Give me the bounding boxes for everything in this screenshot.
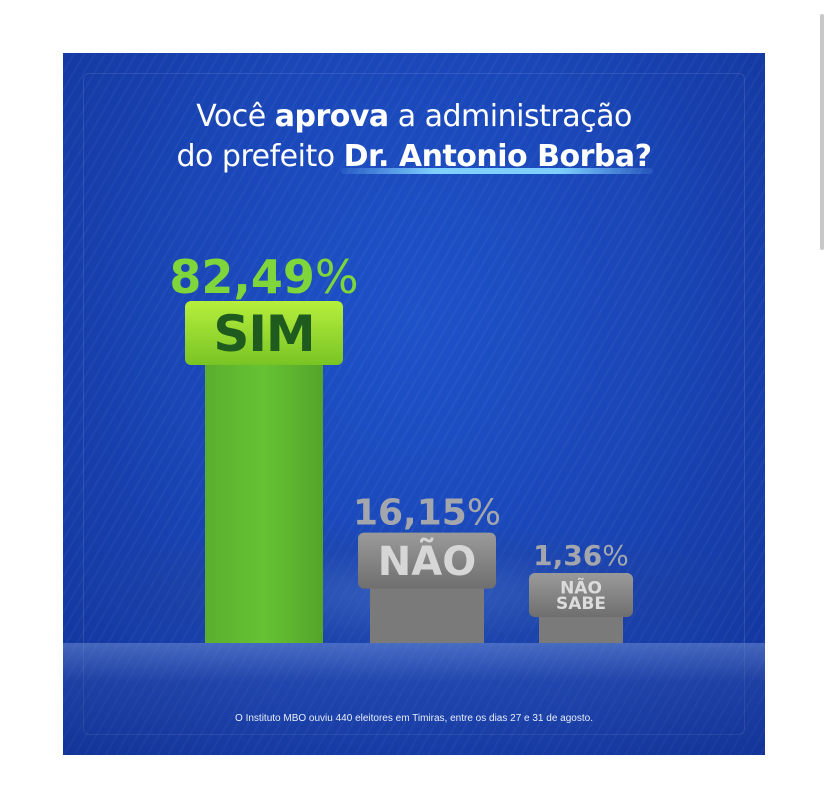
scrollbar-thumb[interactable] <box>820 14 824 250</box>
question-text: a administração <box>388 99 633 134</box>
survey-footnote: O Instituto MBO ouviu 440 eleitores em T… <box>235 713 593 724</box>
category-label: SIM <box>213 305 314 363</box>
category-label: NÃO <box>560 575 602 598</box>
page-scrollbar[interactable] <box>816 0 828 812</box>
question-line-1: Você aprova a administração <box>63 97 765 137</box>
category-badge <box>529 573 633 617</box>
value-label: 1,36% <box>533 539 629 572</box>
value-label: 16,15% <box>353 493 501 534</box>
value-number: 16,15 <box>353 493 467 534</box>
question-text: Você <box>196 99 275 134</box>
value-percent-sign: % <box>602 539 629 572</box>
poll-card: Você aprova a administração do prefeito … <box>63 53 765 755</box>
value-label: 82,49% <box>169 250 358 304</box>
question-emphasis: aprova <box>274 99 389 134</box>
value-number: 1,36 <box>533 539 602 572</box>
poll-question: Você aprova a administração do prefeito … <box>63 97 765 177</box>
category-badge <box>358 532 496 589</box>
question-text: do prefeito <box>176 139 344 174</box>
value-percent-sign: % <box>315 250 359 304</box>
value-number: 82,49 <box>169 250 315 304</box>
value-percent-sign: % <box>467 493 501 534</box>
bar-sim <box>205 359 323 643</box>
category-badge <box>185 301 343 365</box>
category-label: SABE <box>556 594 606 614</box>
bar-nao <box>370 582 484 643</box>
category-label: NÃO <box>378 536 476 585</box>
stage-floor <box>63 643 765 755</box>
title-underline <box>341 168 653 174</box>
